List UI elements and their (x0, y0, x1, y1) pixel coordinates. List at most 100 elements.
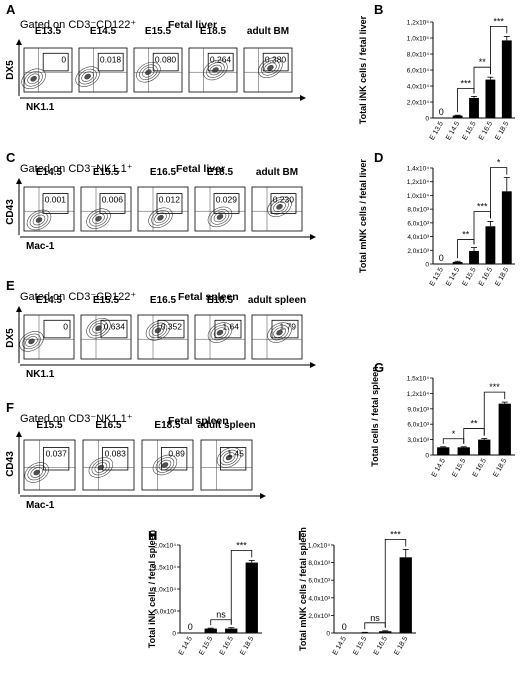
facs-contour (158, 459, 172, 471)
chart-category-label: E 16.5 (472, 457, 488, 478)
tissue-label-e: Fetal spleen (178, 291, 239, 303)
chart-significance-label: ** (479, 57, 487, 67)
facs-column-label: adult spleen (197, 420, 255, 431)
chart-bar (399, 557, 412, 633)
facs-xlabel-a: NK1.1 (26, 102, 55, 113)
facs-percent-value: 0.080 (155, 54, 177, 64)
chart-bar (485, 79, 496, 118)
chart-tick-label: 1,2x10⁴ (407, 179, 430, 186)
chart-bar (478, 439, 491, 455)
chart-category-label: E 18.5 (494, 120, 510, 141)
facs-contour (261, 60, 280, 76)
facs-contour (97, 464, 105, 471)
chart-significance-bracket (210, 619, 232, 626)
chart-tick-label: 0 (425, 116, 429, 123)
facs-plot-frame (78, 47, 128, 93)
chart-significance-label: *** (489, 382, 500, 392)
chart-bar (498, 403, 511, 455)
facs-plot-frame (133, 47, 183, 93)
chart-tick-label: 1,0x10⁴ (407, 193, 430, 200)
facs-gate-box (97, 52, 124, 72)
facs-plot-frame (251, 314, 303, 360)
facs-contour (207, 322, 233, 343)
facs-contour (209, 64, 222, 76)
chart-significance-bracket (483, 391, 506, 436)
facs-percent-value: 0.012 (159, 195, 181, 205)
chart-tick-label: 1,5x10⁴ (154, 565, 177, 572)
facs-contour (139, 64, 158, 80)
facs-contour (207, 206, 233, 228)
facs-percent-value: 1.79 (279, 321, 296, 331)
chart-letter: D (374, 150, 383, 165)
facs-percent-value: 0.037 (46, 449, 68, 459)
tissue-label-c: Fetal liver (176, 163, 226, 175)
facs-x-arrowhead (300, 95, 306, 101)
facs-ylabel-a: DX5 (5, 60, 16, 80)
facs-contour (161, 462, 169, 468)
chart-ylabel: Total iNK cells / fetal liver (358, 15, 368, 124)
facs-gate-box (42, 52, 69, 72)
facs-gate-box (270, 193, 297, 214)
facs-column-label: E18.5 (154, 420, 181, 431)
facs-percent-value: 0 (61, 54, 66, 64)
facs-percent-value: 0.230 (273, 195, 295, 205)
facs-contour (27, 73, 40, 85)
facs-contour (258, 57, 283, 79)
chart-tick-label: 2,0x10⁴ (407, 100, 430, 107)
chart-bar (245, 562, 258, 633)
facs-y-arrowhead (16, 178, 22, 184)
facs-percent-value: 0.89 (168, 449, 185, 459)
facs-contour (145, 69, 152, 75)
facs-contour (91, 459, 111, 476)
chart-category-label: E 16.5 (373, 635, 389, 656)
chart-tick-label: 5,0x10³ (154, 609, 177, 616)
facs-ylabel-e: DX5 (5, 328, 16, 348)
facs-column-label: adult BM (247, 26, 289, 37)
facs-y-arrowhead (16, 39, 22, 45)
facs-contour (210, 209, 230, 225)
facs-contour (25, 336, 38, 347)
facs-column-label: E16.5 (150, 295, 177, 306)
chart-tick-label: 8,0x10⁴ (407, 52, 430, 59)
facs-column-label: E15.5 (93, 167, 120, 178)
facs-percent-value: 0.029 (216, 195, 238, 205)
panel-letter-a: A (6, 2, 16, 17)
facs-plot-frame (23, 314, 75, 360)
facs-contour (95, 325, 102, 331)
chart-bar (469, 250, 479, 264)
chart-category-label: E 15.5 (462, 120, 478, 141)
facs-plot-frame (194, 186, 246, 232)
facs-column-label: E14.5 (36, 295, 63, 306)
facs-percent-value: 0.634 (104, 321, 126, 331)
chart-category-label: E 14.5 (445, 266, 461, 287)
facs-percent-value: 0.006 (102, 195, 124, 205)
facs-column-label: E18.5 (207, 167, 234, 178)
facs-gate-box (99, 193, 126, 214)
facs-contour (206, 62, 225, 78)
facs-column-label: E15.5 (145, 26, 172, 37)
facs-xlabel-c: Mac-1 (26, 241, 55, 252)
facs-gate-box (42, 193, 69, 214)
chart-zero-label: 0 (188, 622, 193, 632)
chart-category-label: E 14.5 (431, 457, 447, 478)
chart-significance-bracket (490, 26, 508, 75)
facs-gate-box (160, 447, 188, 471)
facs-contour (203, 59, 228, 81)
chart-tick-label: 1,5x10⁴ (407, 376, 430, 383)
facs-plot-frame (251, 186, 303, 232)
facs-contour (28, 338, 35, 345)
facs-contour (33, 469, 41, 476)
chart-bar (379, 631, 392, 633)
facs-percent-value: 0.001 (45, 195, 67, 205)
chart-significance-bracket (230, 550, 253, 625)
facs-contour (264, 62, 277, 74)
facs-contour (35, 217, 43, 223)
chart-category-label: E 15.5 (198, 635, 214, 656)
facs-x-arrowhead (260, 493, 266, 499)
chart-tick-label: 1,2x10⁵ (407, 20, 430, 27)
facs-gate-box (156, 193, 183, 214)
chart-significance-label: *** (477, 201, 488, 211)
facs-column-label: E18.5 (207, 295, 234, 306)
